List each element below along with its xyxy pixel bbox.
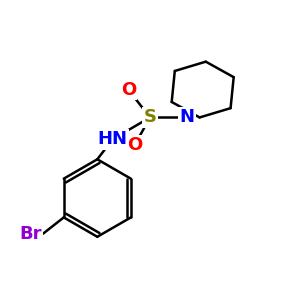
Text: HN: HN (98, 130, 128, 148)
Text: O: O (127, 136, 142, 154)
Text: O: O (121, 81, 136, 99)
Text: N: N (180, 109, 195, 127)
Text: S: S (143, 109, 157, 127)
Text: Br: Br (20, 225, 42, 243)
